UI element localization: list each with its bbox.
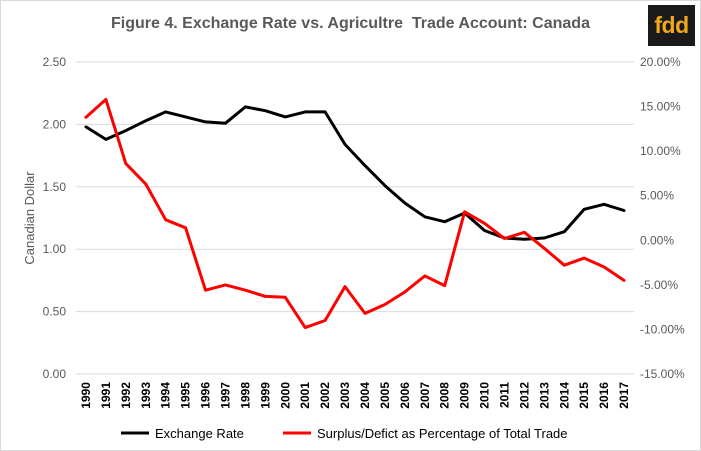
x-tick-label: 1993 [139, 382, 153, 409]
right-tick-label: 5.00% [640, 189, 674, 203]
left-tick-label: 0.50 [43, 305, 67, 319]
x-tick-label: 1992 [119, 382, 133, 409]
x-tick-label: 2002 [318, 382, 332, 409]
x-tick-label: 1997 [218, 382, 232, 409]
x-tick-label: 2015 [577, 382, 591, 409]
right-tick-label: 15.00% [640, 100, 681, 114]
x-tick-label: 2004 [358, 382, 372, 409]
x-tick-label: 1990 [79, 382, 93, 409]
y-axis-title: Canadian Dollar [22, 171, 37, 265]
x-tick-label: 2011 [497, 382, 511, 408]
legend-label: Exchange Rate [155, 426, 244, 441]
x-tick-label: 2012 [517, 382, 531, 409]
right-tick-label: 0.00% [640, 233, 674, 247]
x-tick-label: 2016 [597, 382, 611, 409]
x-tick-label: 2003 [338, 382, 352, 409]
x-tick-label: 2007 [418, 382, 432, 409]
x-tick-label: 2008 [438, 382, 452, 409]
x-tick-label: 2000 [278, 382, 292, 409]
x-tick-label: 1995 [179, 382, 193, 409]
x-tick-label: 1998 [238, 382, 252, 409]
x-tick-label: 2001 [298, 382, 312, 409]
x-tick-label: 1994 [159, 382, 173, 409]
x-tick-label: 2017 [617, 382, 631, 409]
fdd-logo: fdd [648, 5, 695, 46]
left-tick-label: 0.00 [43, 367, 67, 381]
right-tick-label: -5.00% [640, 278, 678, 292]
x-tick-label: 2013 [537, 382, 551, 409]
left-tick-label: 1.00 [43, 242, 67, 256]
left-tick-label: 2.00 [43, 117, 67, 131]
x-tick-label: 2014 [557, 382, 571, 409]
legend-label: Surplus/Defict as Percentage of Total Tr… [317, 426, 568, 441]
right-tick-label: 20.00% [640, 55, 681, 69]
right-tick-label: -10.00% [640, 322, 685, 336]
x-tick-label: 1999 [258, 382, 272, 409]
x-tick-label: 2005 [378, 382, 392, 409]
x-tick-label: 2006 [398, 382, 412, 409]
right-tick-label: -15.00% [640, 367, 685, 381]
x-tick-label: 1991 [99, 382, 113, 409]
right-tick-label: 10.00% [640, 144, 681, 158]
x-tick-label: 2009 [458, 382, 472, 409]
x-tick-label: 2010 [478, 382, 492, 409]
chart-title: Figure 4. Exchange Rate vs. Agricultre T… [111, 15, 590, 32]
series-line-trade-surplus [84, 97, 626, 330]
left-tick-label: 1.50 [43, 180, 67, 194]
x-tick-label: 1996 [199, 382, 213, 409]
left-tick-label: 2.50 [43, 55, 67, 69]
